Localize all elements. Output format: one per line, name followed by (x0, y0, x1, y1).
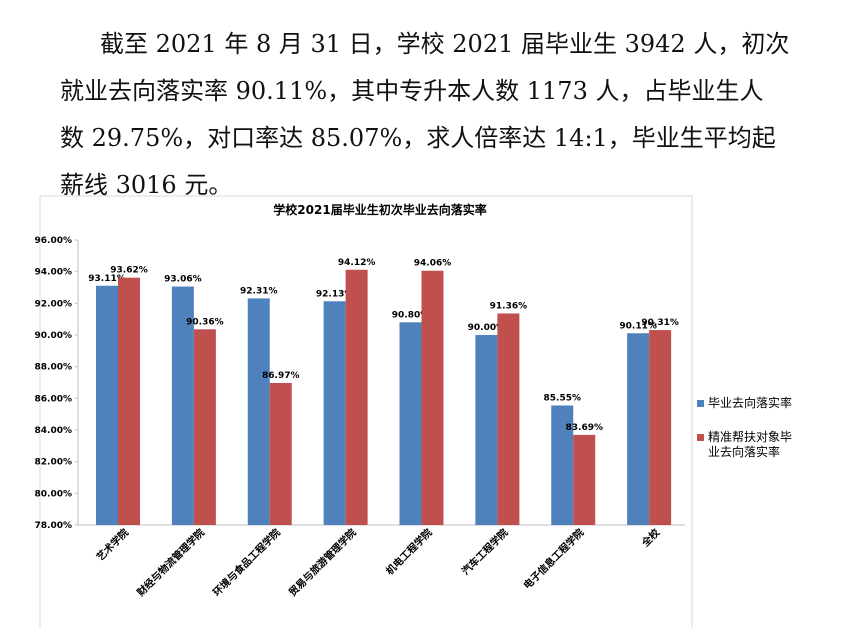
value-label: 93.06% (164, 275, 202, 285)
chart-title: 学校2021届毕业生初次毕业去向落实率 (273, 202, 486, 217)
value-label: 92.31% (240, 286, 278, 296)
value-label: 92.13% (316, 289, 354, 299)
paragraph-line: 薪线 3016 元。 (60, 171, 233, 199)
bar (96, 285, 118, 525)
legend-swatch (697, 434, 704, 441)
chart-frame (39, 195, 693, 628)
bar (475, 335, 498, 525)
legend-label: 毕业去向落实率 (708, 396, 793, 410)
x-tick-label: 环境与食品工程学院 (210, 526, 283, 599)
paragraph-line: 截至 2021 年 8 月 31 日，学校 2021 届毕业生 3942 人，初… (100, 30, 790, 58)
value-label: 93.62% (110, 266, 148, 276)
bar (573, 434, 596, 525)
bar (551, 405, 574, 525)
paragraph-line: 数 29.75%，对口率达 85.07%，求人倍率达 14:1，毕业生平均起 (60, 124, 776, 152)
x-tick-label: 艺术学院 (94, 526, 131, 563)
value-label: 94.06% (414, 259, 452, 269)
bar (118, 277, 140, 525)
x-tick-label: 汽车工程学院 (459, 526, 511, 578)
bar (171, 286, 194, 525)
bar (269, 382, 292, 525)
y-tick-label: 88.00% (35, 363, 73, 373)
value-label: 90.36% (186, 317, 224, 327)
value-label: 91.36% (490, 301, 528, 311)
y-tick-label: 92.00% (35, 299, 73, 309)
x-tick-label: 财经与物流管理学院 (133, 526, 207, 600)
value-label: 94.12% (338, 258, 376, 268)
value-label: 90.00% (468, 323, 506, 333)
bar (421, 270, 444, 525)
bar (193, 329, 216, 525)
bar (627, 333, 650, 525)
y-tick-label: 90.00% (35, 331, 73, 341)
y-tick-label: 94.00% (35, 268, 73, 278)
y-tick-label: 78.00% (35, 521, 73, 531)
bar (247, 298, 270, 525)
y-tick-label: 84.00% (35, 426, 73, 436)
value-label: 90.80% (392, 310, 430, 320)
y-tick-label: 86.00% (35, 394, 73, 404)
bar (323, 301, 346, 525)
value-label: 90.11% (619, 321, 657, 331)
bar (649, 330, 672, 525)
value-label: 86.97% (262, 371, 300, 381)
value-label: 85.55% (544, 393, 582, 403)
bar (345, 269, 368, 525)
y-tick-label: 80.00% (35, 489, 73, 499)
legend-label: 精准帮扶对象毕业去向落实率 (708, 430, 793, 459)
x-tick-label: 机电工程学院 (383, 526, 435, 578)
paragraph-line: 就业去向落实率 90.11%，其中专升本人数 1173 人，占毕业生人 (60, 77, 764, 105)
value-label: 83.69% (566, 423, 604, 433)
x-tick-label: 贸易与旅游管理学院 (286, 526, 359, 599)
x-tick-label: 电子信息工程学院 (521, 526, 587, 592)
legend-item: 精准帮扶对象毕业去向落实率 (697, 430, 796, 460)
y-tick-label: 96.00% (35, 236, 73, 246)
value-label: 90.31% (641, 318, 679, 328)
bar (497, 313, 520, 525)
value-label: 93.11% (88, 274, 126, 284)
legend-item: 毕业去向落实率 (697, 396, 796, 411)
bar (399, 322, 422, 525)
x-tick-label: 全校 (638, 525, 663, 550)
legend-swatch (697, 400, 704, 407)
y-tick-label: 82.00% (35, 458, 73, 468)
